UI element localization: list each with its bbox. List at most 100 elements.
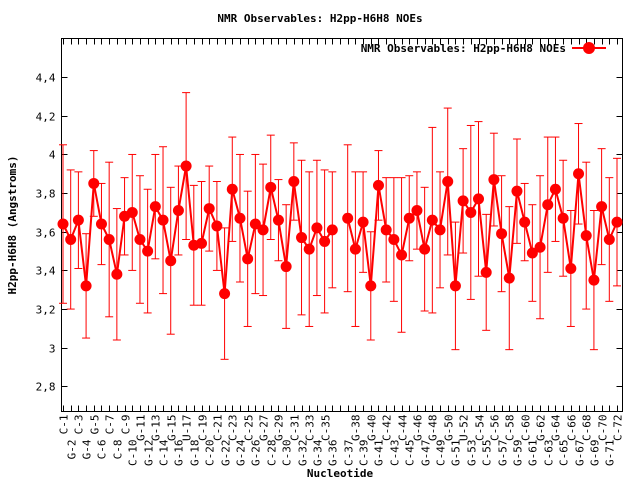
data-point bbox=[411, 205, 423, 217]
x-tick-label: G-61 bbox=[527, 440, 540, 467]
data-point bbox=[126, 206, 138, 218]
data-point bbox=[80, 280, 92, 292]
x-tick-label: G-5 bbox=[89, 415, 102, 435]
data-point bbox=[165, 255, 177, 267]
legend: NMR Observables: H2pp-H6H8 NOEs bbox=[361, 42, 606, 55]
x-tick-label: G-38 bbox=[350, 415, 363, 442]
x-tick-label: C-21 bbox=[212, 415, 225, 442]
data-point bbox=[211, 220, 223, 232]
y-axis: 2,8 3 3,2 3,4 3,6 3,8 4 4,2 4,4 bbox=[36, 72, 623, 394]
data-point bbox=[357, 216, 369, 228]
data-points bbox=[57, 160, 623, 300]
y-tick-label: 3,6 bbox=[36, 227, 56, 240]
x-tick-label: C-3 bbox=[73, 415, 86, 435]
x-tick-label: C-28 bbox=[266, 440, 279, 467]
data-point bbox=[473, 193, 484, 205]
legend-marker bbox=[583, 42, 595, 54]
data-point bbox=[303, 243, 315, 255]
data-point bbox=[288, 176, 300, 188]
data-point bbox=[242, 253, 254, 265]
data-point bbox=[95, 218, 107, 230]
x-tick-label: G-41 bbox=[373, 440, 386, 467]
x-tick-label: C-7 bbox=[104, 415, 117, 435]
data-point bbox=[103, 233, 115, 245]
y-tick-label: 3,2 bbox=[36, 304, 56, 317]
data-point bbox=[342, 212, 354, 224]
x-tick-label: G-47 bbox=[420, 440, 433, 467]
data-point bbox=[419, 243, 431, 255]
x-tick-label: C-63 bbox=[543, 440, 556, 467]
x-tick-label: G-12 bbox=[143, 440, 156, 467]
data-point bbox=[326, 224, 338, 236]
x-tick-label: C-44 bbox=[397, 414, 410, 441]
x-tick-label: G-59 bbox=[512, 440, 525, 467]
data-point bbox=[249, 218, 261, 230]
x-tick-label: G-50 bbox=[443, 415, 456, 442]
data-point bbox=[534, 241, 546, 253]
x-tick-label: C-20 bbox=[204, 440, 217, 467]
data-point bbox=[196, 237, 207, 249]
x-tick-label: C-66 bbox=[566, 415, 579, 442]
x-tick-label: G-18 bbox=[189, 440, 202, 467]
data-point bbox=[203, 203, 215, 215]
x-tick-label: C-6 bbox=[96, 440, 109, 460]
data-point bbox=[403, 212, 415, 224]
x-tick-label: C-70 bbox=[597, 415, 610, 442]
x-tick-label: C-45 bbox=[404, 440, 417, 467]
x-tick-label: C-60 bbox=[520, 415, 533, 442]
data-point bbox=[349, 243, 361, 255]
x-tick-label: G-71 bbox=[604, 440, 617, 467]
data-point bbox=[442, 176, 454, 188]
x-tick-label: G-40 bbox=[366, 415, 379, 442]
x-tick-label: C-30 bbox=[281, 440, 294, 467]
x-tick-label: C-54 bbox=[474, 414, 487, 441]
x-tick-label: G-46 bbox=[412, 415, 425, 442]
data-point bbox=[488, 174, 500, 186]
data-point bbox=[219, 288, 231, 300]
x-tick-label: G-57 bbox=[497, 440, 510, 467]
data-point bbox=[426, 214, 438, 226]
data-point bbox=[149, 201, 161, 213]
data-point bbox=[319, 235, 331, 247]
x-tick-label: G-11 bbox=[135, 415, 148, 442]
y-tick-label: 4 bbox=[49, 149, 56, 162]
data-point bbox=[365, 280, 377, 292]
x-tick-label: G-4 bbox=[81, 439, 94, 459]
data-point bbox=[134, 233, 146, 245]
x-tick-label: G-16 bbox=[173, 440, 186, 467]
y-tick-label: 4,4 bbox=[36, 72, 56, 85]
x-tick-label: C-42 bbox=[381, 415, 394, 442]
x-tick-label: G-32 bbox=[297, 440, 310, 467]
data-point bbox=[311, 222, 323, 234]
x-tick-label: C-37 bbox=[343, 440, 356, 467]
x-tick-label: G-27 bbox=[258, 415, 271, 442]
data-point bbox=[449, 280, 461, 292]
data-point bbox=[226, 183, 238, 195]
data-point bbox=[503, 272, 515, 284]
data-point bbox=[465, 206, 477, 218]
x-tick-label: U-52 bbox=[458, 415, 471, 442]
data-point bbox=[434, 224, 446, 236]
data-point bbox=[265, 181, 277, 193]
x-tick-label: C-55 bbox=[481, 440, 494, 467]
data-point bbox=[257, 224, 269, 236]
x-tick-label: G-64 bbox=[550, 414, 563, 441]
x-tick-label: C-49 bbox=[435, 440, 448, 467]
x-tick-label: C-14 bbox=[158, 439, 171, 466]
data-point bbox=[234, 212, 246, 224]
x-tick-label: C-1 bbox=[58, 415, 71, 435]
y-tick-label: 3 bbox=[49, 343, 56, 356]
data-point bbox=[480, 266, 492, 278]
data-point bbox=[396, 249, 408, 261]
x-tick-label: C-72 bbox=[612, 415, 625, 442]
x-tick-label: G-51 bbox=[450, 440, 463, 467]
data-point bbox=[172, 205, 184, 217]
data-point bbox=[596, 201, 608, 213]
x-tick-label: C-10 bbox=[127, 440, 140, 467]
x-tick-label: G-2 bbox=[66, 440, 79, 460]
x-tick-label: G-67 bbox=[574, 440, 587, 467]
y-tick-label: 4,2 bbox=[36, 111, 56, 124]
x-tick-label: G-15 bbox=[166, 415, 179, 442]
data-point bbox=[142, 245, 154, 257]
